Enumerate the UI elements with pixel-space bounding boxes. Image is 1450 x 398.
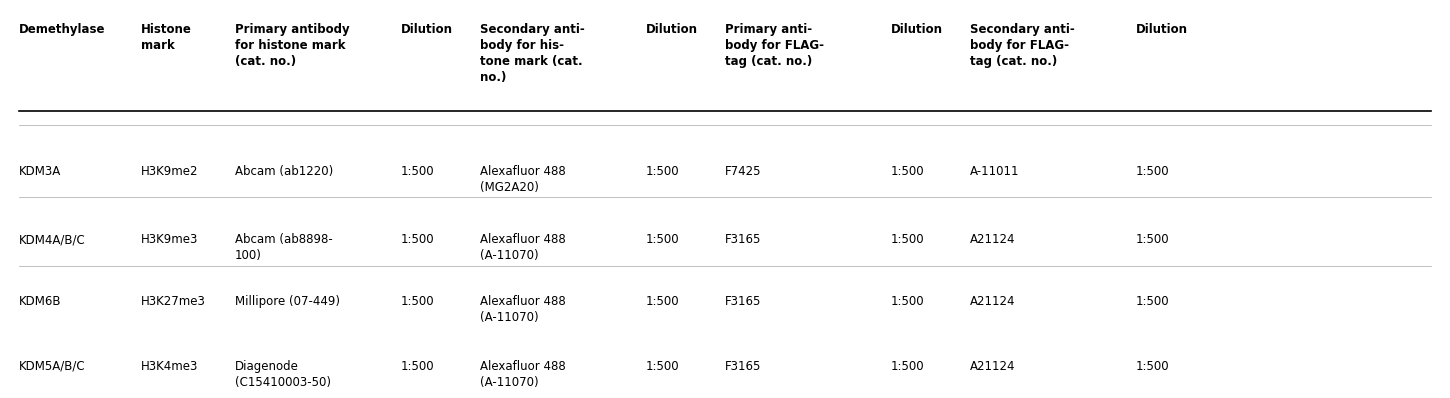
- Text: Primary antibody
for histone mark
(cat. no.): Primary antibody for histone mark (cat. …: [235, 23, 349, 68]
- Text: 1:500: 1:500: [645, 359, 680, 373]
- Text: H3K9me3: H3K9me3: [141, 234, 199, 246]
- Text: 1:500: 1:500: [890, 295, 925, 308]
- Text: Alexafluor 488
(A-11070): Alexafluor 488 (A-11070): [480, 295, 566, 324]
- Text: Histone
mark: Histone mark: [141, 23, 191, 52]
- Text: Dilution: Dilution: [890, 23, 942, 36]
- Text: H3K4me3: H3K4me3: [141, 359, 199, 373]
- Text: H3K9me2: H3K9me2: [141, 165, 199, 178]
- Text: 1:500: 1:500: [1135, 165, 1170, 178]
- Text: Millipore (07-449): Millipore (07-449): [235, 295, 339, 308]
- Text: A21124: A21124: [970, 295, 1015, 308]
- Text: Dilution: Dilution: [400, 23, 452, 36]
- Text: 1:500: 1:500: [890, 234, 925, 246]
- Text: Abcam (ab8898-
100): Abcam (ab8898- 100): [235, 234, 332, 262]
- Text: Alexafluor 488
(A-11070): Alexafluor 488 (A-11070): [480, 359, 566, 388]
- Text: Primary anti-
body for FLAG-
tag (cat. no.): Primary anti- body for FLAG- tag (cat. n…: [725, 23, 824, 68]
- Text: 1:500: 1:500: [1135, 295, 1170, 308]
- Text: F3165: F3165: [725, 295, 761, 308]
- Text: 1:500: 1:500: [400, 165, 434, 178]
- Text: F3165: F3165: [725, 359, 761, 373]
- Text: Secondary anti-
body for FLAG-
tag (cat. no.): Secondary anti- body for FLAG- tag (cat.…: [970, 23, 1074, 68]
- Text: A21124: A21124: [970, 234, 1015, 246]
- Text: KDM3A: KDM3A: [19, 165, 61, 178]
- Text: 1:500: 1:500: [890, 165, 925, 178]
- Text: 1:500: 1:500: [400, 234, 434, 246]
- Text: 1:500: 1:500: [400, 359, 434, 373]
- Text: 1:500: 1:500: [645, 295, 680, 308]
- Text: Abcam (ab1220): Abcam (ab1220): [235, 165, 334, 178]
- Text: Dilution: Dilution: [645, 23, 697, 36]
- Text: F7425: F7425: [725, 165, 761, 178]
- Text: KDM5A/B/C: KDM5A/B/C: [19, 359, 86, 373]
- Text: F3165: F3165: [725, 234, 761, 246]
- Text: Diagenode
(C15410003-50): Diagenode (C15410003-50): [235, 359, 331, 388]
- Text: 1:500: 1:500: [1135, 359, 1170, 373]
- Text: H3K27me3: H3K27me3: [141, 295, 206, 308]
- Text: Demethylase: Demethylase: [19, 23, 104, 36]
- Text: Secondary anti-
body for his-
tone mark (cat.
no.): Secondary anti- body for his- tone mark …: [480, 23, 584, 84]
- Text: Alexafluor 488
(MG2A20): Alexafluor 488 (MG2A20): [480, 165, 566, 194]
- Text: Dilution: Dilution: [1135, 23, 1188, 36]
- Text: Alexafluor 488
(A-11070): Alexafluor 488 (A-11070): [480, 234, 566, 262]
- Text: 1:500: 1:500: [400, 295, 434, 308]
- Text: KDM6B: KDM6B: [19, 295, 61, 308]
- Text: KDM4A/B/C: KDM4A/B/C: [19, 234, 86, 246]
- Text: 1:500: 1:500: [645, 165, 680, 178]
- Text: A21124: A21124: [970, 359, 1015, 373]
- Text: 1:500: 1:500: [645, 234, 680, 246]
- Text: 1:500: 1:500: [890, 359, 925, 373]
- Text: 1:500: 1:500: [1135, 234, 1170, 246]
- Text: A-11011: A-11011: [970, 165, 1019, 178]
